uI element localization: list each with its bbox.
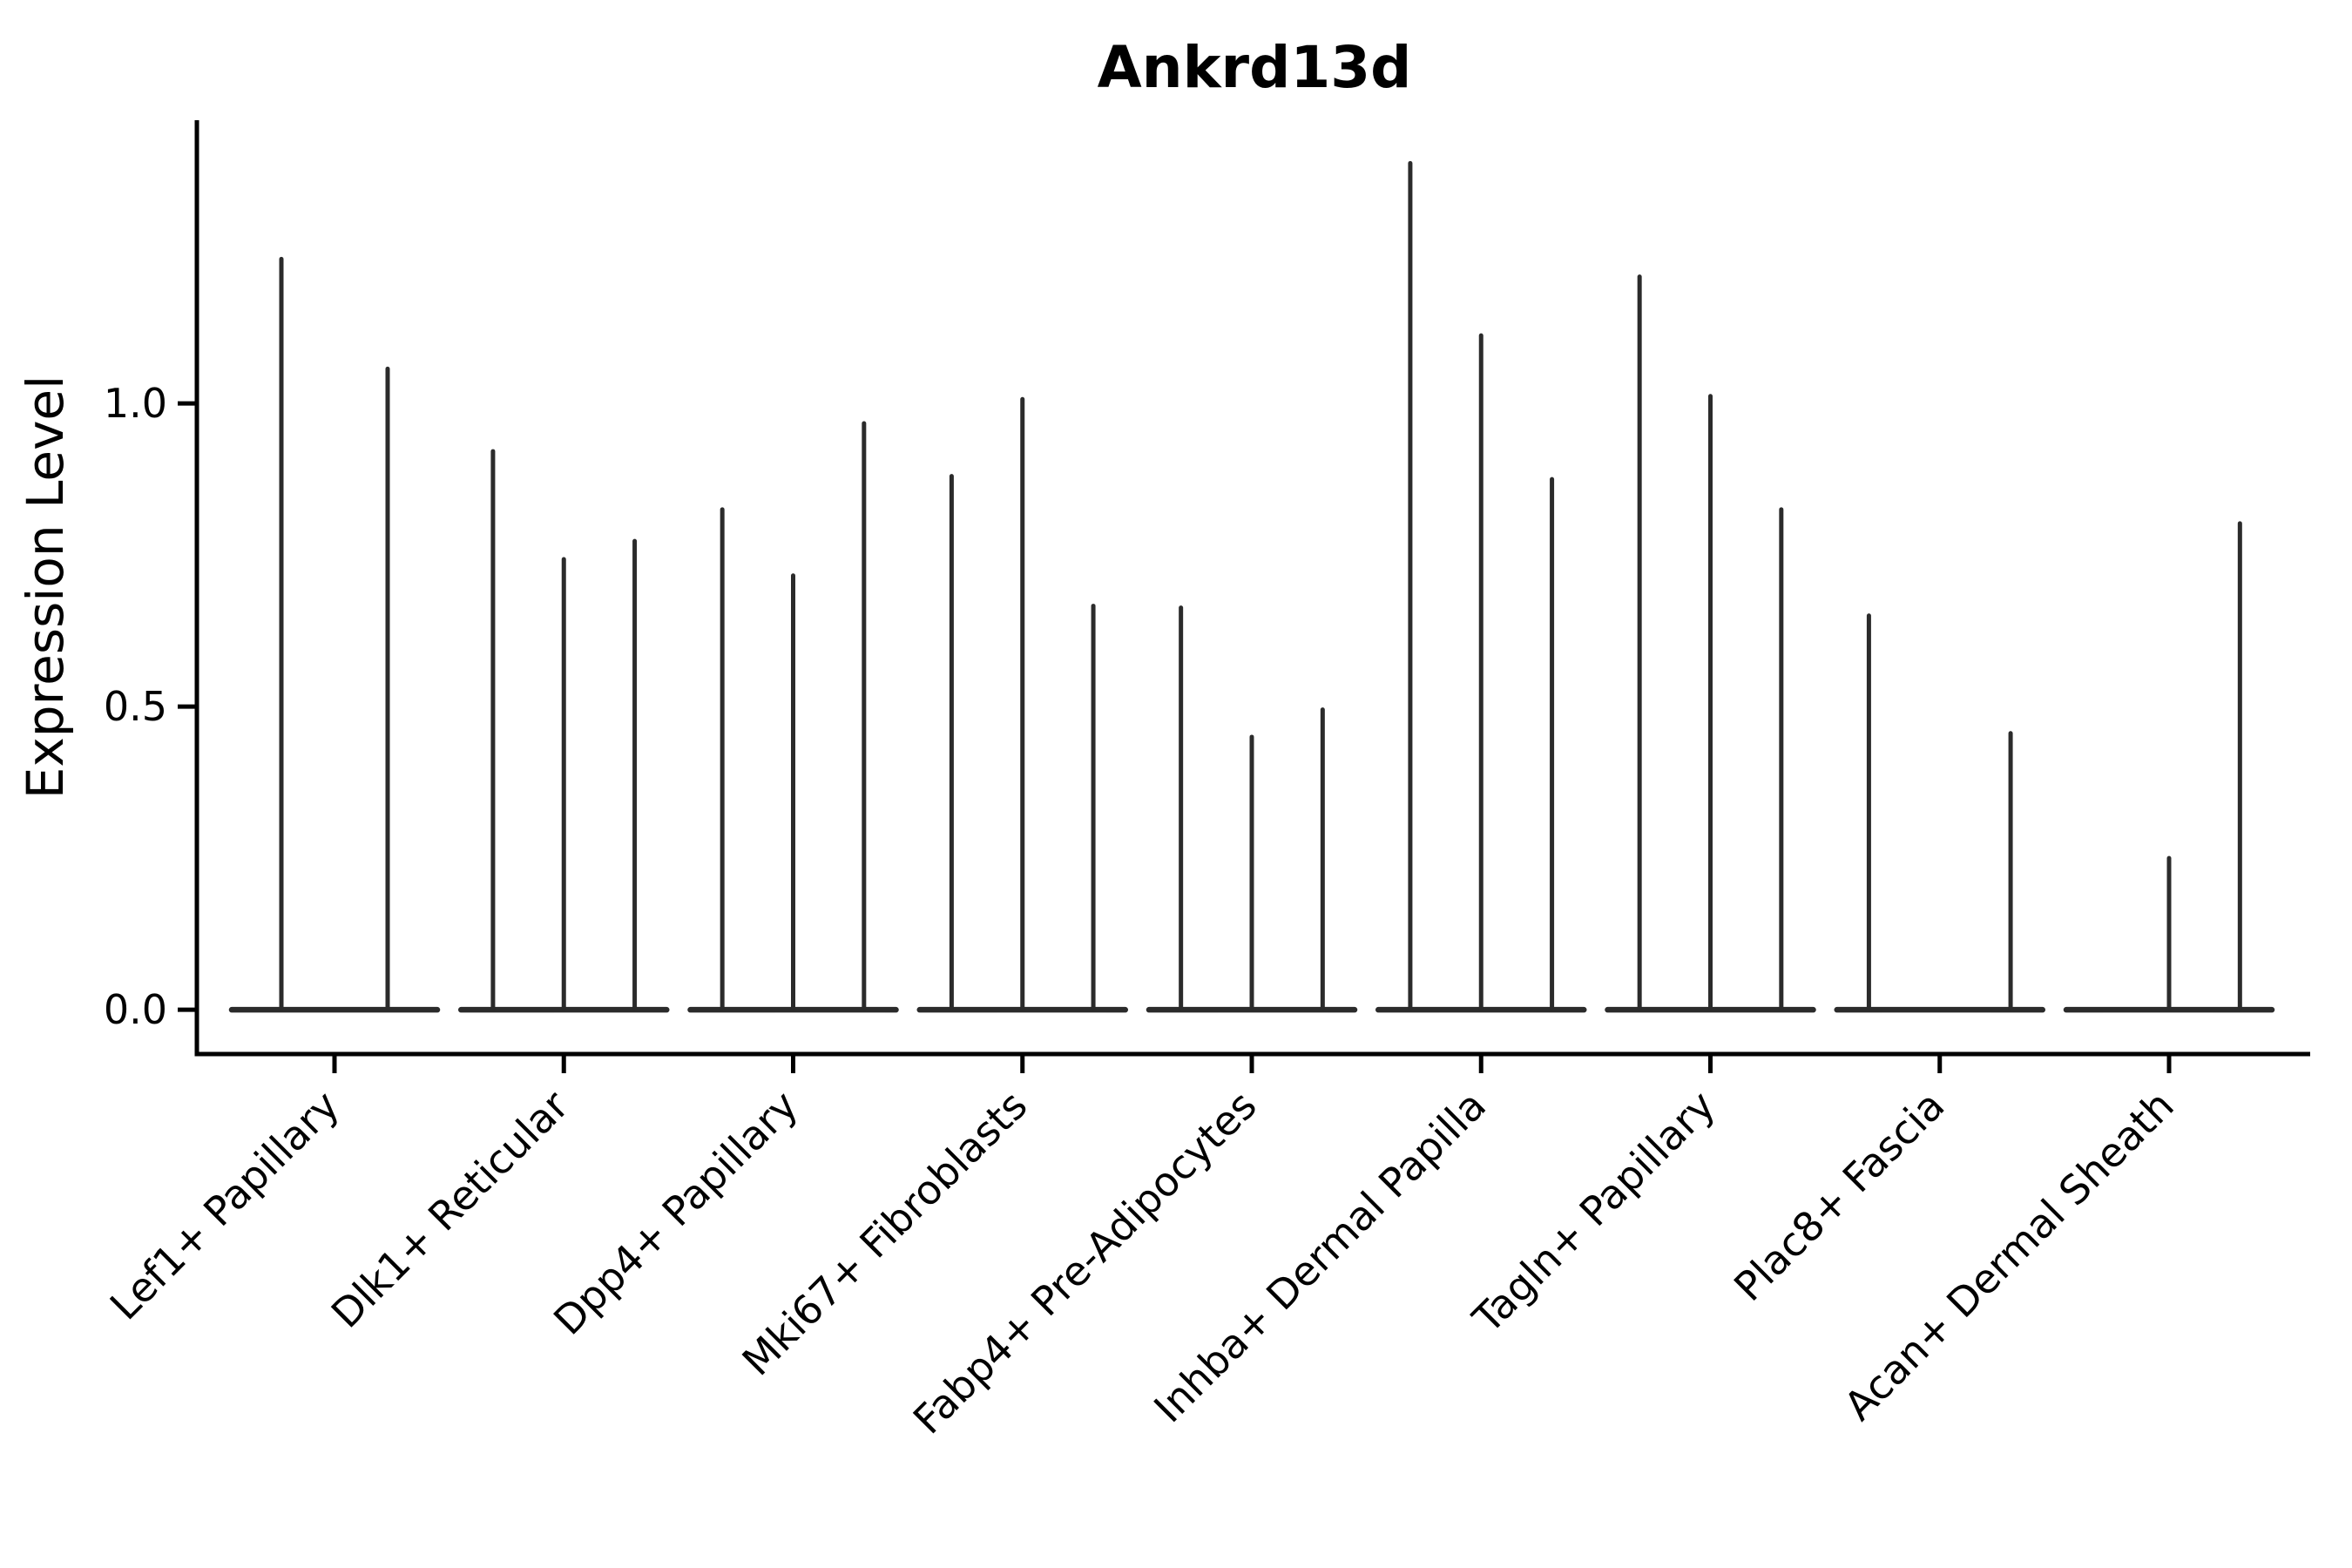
x-tick-label: Lef1+ Papillary: [101, 1082, 348, 1329]
x-tick-label: Dpp4+ Papillary: [544, 1082, 807, 1344]
y-tick-label: 0.0: [104, 986, 167, 1033]
y-tick-label: 0.5: [104, 683, 167, 730]
y-axis-title: Expression Level: [16, 375, 75, 799]
y-tick-label: 1.0: [104, 380, 167, 427]
x-tick-label: Plac8+ Fascia: [1725, 1082, 1953, 1310]
chart-title: Ankrd13d: [1098, 34, 1412, 101]
x-tick-label: Dlk1+ Reticular: [322, 1082, 578, 1337]
x-tick-label: Tagln+ Papillary: [1463, 1082, 1725, 1343]
